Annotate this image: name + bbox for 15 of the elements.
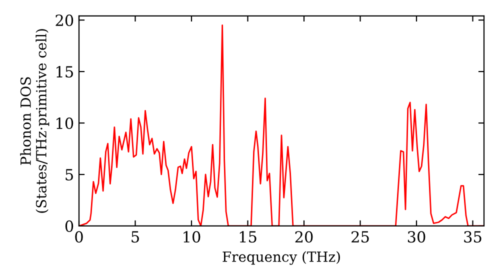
- y-tick-label: 5: [66, 169, 73, 181]
- x-tick-label: 15: [240, 231, 256, 243]
- x-tick-label: 5: [132, 231, 139, 243]
- x-tick-label: 35: [464, 231, 482, 243]
- x-tick-label: 10: [184, 231, 200, 243]
- x-tick-label: 25: [352, 231, 369, 243]
- x-axis-title: Frequency (THz): [222, 251, 340, 265]
- y-tick-label: 20: [56, 14, 74, 26]
- x-tick-label: 20: [295, 231, 313, 243]
- y-tick-label: 10: [56, 117, 74, 130]
- x-tick-label: 30: [408, 231, 426, 243]
- x-tick-label: 0: [75, 231, 83, 243]
- y-axis-title: Phonon DOS (States/THz·primitive cell): [20, 29, 50, 213]
- y-tick-label: 0: [65, 220, 74, 232]
- y-tick-label: 15: [56, 66, 73, 78]
